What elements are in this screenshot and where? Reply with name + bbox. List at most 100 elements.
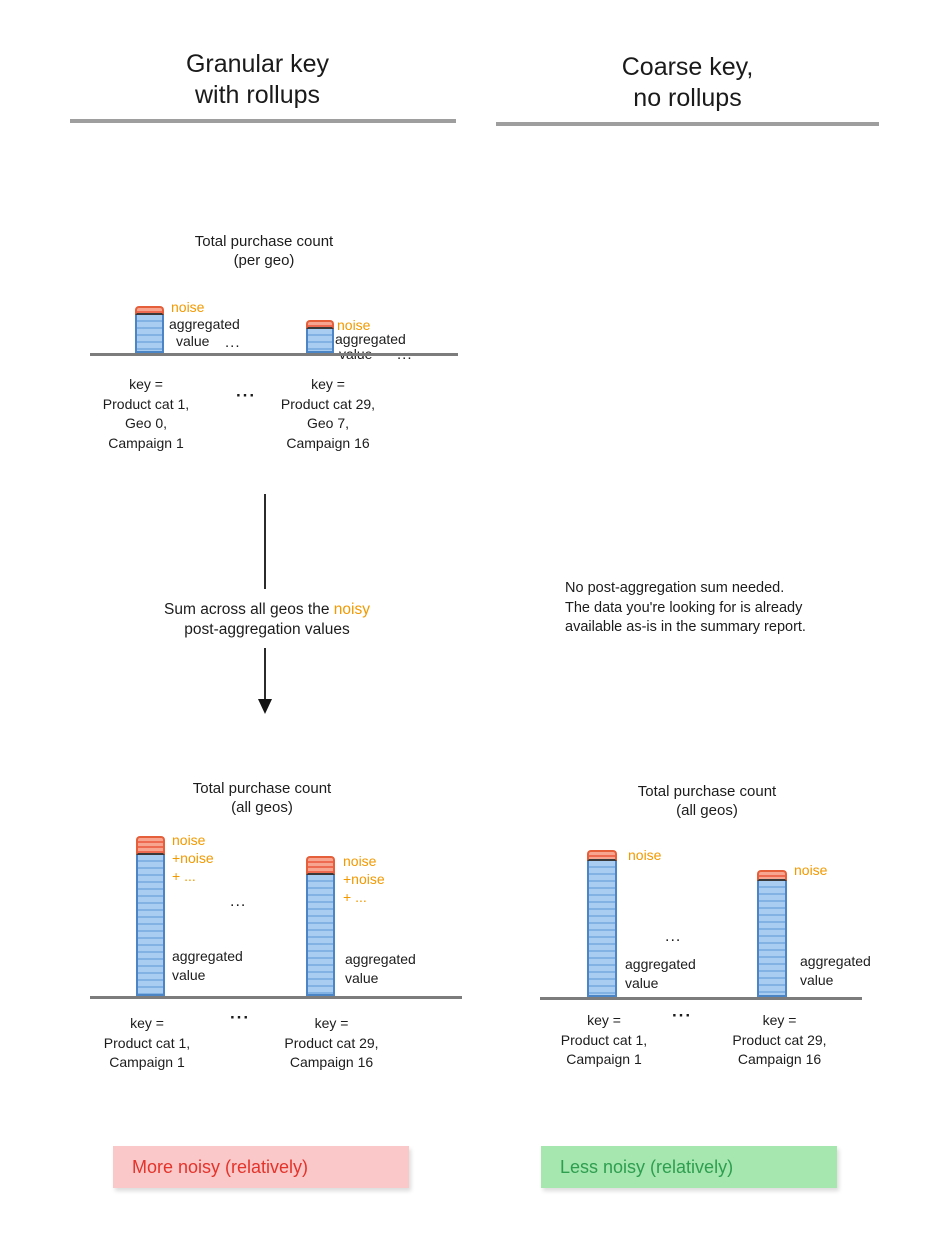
key-line: Campaign 16 xyxy=(286,434,370,451)
note-line: The data you're looking for is already xyxy=(565,599,803,616)
aggregated-label: aggregated xyxy=(169,316,240,332)
aggregated-label: aggregated xyxy=(345,951,416,967)
chart-title-line: (all geos) xyxy=(676,802,738,819)
chart-title-all-geos-left: Total purchase count (all geos) xyxy=(137,779,387,817)
axis-baseline xyxy=(90,353,458,356)
chart-title-line: (all geos) xyxy=(231,799,293,816)
key-label: key = Product cat 1, Geo 0, Campaign 1 xyxy=(66,375,226,453)
bar-all-geos-coarse-1 xyxy=(587,850,617,997)
value-label: value xyxy=(625,975,659,991)
chart-title-line: (per geo) xyxy=(233,252,295,269)
noise-label: noise xyxy=(172,832,206,848)
flow-arrow-upper-line xyxy=(264,494,266,589)
chart-title-line: Total purchase count xyxy=(194,233,334,250)
key-label: key = Product cat 29, Campaign 16 xyxy=(697,1011,862,1070)
verdict-text: More noisy (relatively) xyxy=(132,1156,309,1177)
column-header-right: Coarse key, no rollups xyxy=(550,52,825,114)
key-line: Product cat 1, xyxy=(102,395,190,412)
value-label: value xyxy=(176,333,210,349)
noise-plus-label: +noise xyxy=(343,871,385,887)
key-separator: ··· xyxy=(230,1008,250,1027)
key-line: Campaign 1 xyxy=(566,1051,642,1067)
flow-arrow-lower-line xyxy=(264,648,266,700)
key-label: key = Product cat 1, Campaign 1 xyxy=(524,1011,684,1070)
chart-title-line: Total purchase count xyxy=(637,783,777,800)
noise-segment xyxy=(306,856,335,875)
header-line: with rollups xyxy=(194,81,321,109)
key-separator: ··· xyxy=(672,1006,692,1025)
flow-label-text: Sum across all geos the xyxy=(164,601,334,618)
noise-segment xyxy=(306,320,334,329)
key-line: Campaign 16 xyxy=(289,1054,374,1070)
key-line: Campaign 1 xyxy=(108,434,184,451)
key-line: key = xyxy=(314,1015,349,1031)
key-line: key = xyxy=(587,1012,621,1028)
noise-label: noise xyxy=(794,862,828,878)
aggregated-segment xyxy=(136,855,165,996)
noise-segment xyxy=(587,850,617,861)
ellipsis: ... xyxy=(665,928,682,945)
key-line: Product cat 1, xyxy=(103,1034,191,1051)
key-separator: ··· xyxy=(236,386,256,405)
noise-plus-label: +noise xyxy=(172,850,214,866)
flow-label-noisy: noisy xyxy=(333,601,370,618)
aggregated-segment xyxy=(135,315,164,353)
key-line: key = xyxy=(129,376,163,392)
verdict-more-noisy: More noisy (relatively) xyxy=(113,1146,409,1188)
key-line: key = xyxy=(311,376,345,392)
key-line: Product cat 29, xyxy=(284,1034,379,1051)
key-line: Product cat 1, xyxy=(560,1031,648,1048)
aggregated-label: aggregated xyxy=(800,953,871,969)
noise-label: noise xyxy=(171,299,205,315)
header-line: Granular key xyxy=(185,50,330,78)
value-label: value xyxy=(800,972,834,988)
column-header-left: Granular key with rollups xyxy=(120,49,395,111)
key-line: Product cat 29, xyxy=(732,1031,827,1048)
bar-all-geos-rollup-2 xyxy=(306,856,335,996)
note-line: available as-is in the summary report. xyxy=(565,619,806,635)
noise-label: noise xyxy=(628,847,662,863)
noise-label: noise xyxy=(343,853,377,869)
key-label: key = Product cat 29, Campaign 16 xyxy=(249,1014,414,1073)
noise-label: noise xyxy=(337,317,371,333)
value-label: value xyxy=(345,970,379,986)
key-line: key = xyxy=(130,1015,164,1031)
noise-segment xyxy=(136,836,165,855)
key-line: key = xyxy=(762,1012,797,1028)
key-line: Campaign 16 xyxy=(737,1051,822,1067)
ellipsis: ... xyxy=(230,893,247,910)
key-label: key = Product cat 1, Campaign 1 xyxy=(67,1014,227,1073)
aggregated-label: aggregated xyxy=(335,331,406,347)
chart-title-per-geo: Total purchase count (per geo) xyxy=(139,232,389,270)
chart-title-line: Total purchase count xyxy=(192,780,332,797)
no-rollup-note: No post-aggregation sum needed. The data… xyxy=(565,579,806,638)
verdict-less-noisy: Less noisy (relatively) xyxy=(541,1146,837,1188)
flow-label: Sum across all geos the noisy post-aggre… xyxy=(117,600,417,640)
chart-title-all-geos-right: Total purchase count (all geos) xyxy=(582,782,832,820)
aggregated-label: aggregated xyxy=(172,948,243,964)
key-line: Geo 7, xyxy=(306,415,350,431)
aggregated-segment xyxy=(306,329,334,353)
noise-more-label: + ... xyxy=(343,889,367,905)
key-label: key = Product cat 29, Geo 7, Campaign 16 xyxy=(248,375,408,453)
noise-segment xyxy=(135,306,164,315)
header-line: no rollups xyxy=(633,84,742,112)
key-line: Product cat 29, xyxy=(280,395,376,412)
bar-all-geos-rollup-1 xyxy=(136,836,165,996)
note-line: No post-aggregation sum needed. xyxy=(565,580,785,596)
value-label: value xyxy=(172,967,206,983)
key-line: Geo 0, xyxy=(124,415,168,431)
header-rule-right xyxy=(496,122,879,126)
ellipsis: ... xyxy=(225,334,241,351)
bar-per-geo-1 xyxy=(135,306,164,353)
aggregated-label: aggregated xyxy=(625,956,696,972)
axis-baseline xyxy=(90,996,462,999)
flow-label-line1: Sum across all geos the noisy xyxy=(117,600,417,620)
noise-more-label: + ... xyxy=(172,868,196,884)
axis-baseline xyxy=(540,997,862,1000)
flow-label-line2: post-aggregation values xyxy=(184,621,350,638)
verdict-text: Less noisy (relatively) xyxy=(560,1156,734,1177)
key-line: Campaign 1 xyxy=(109,1054,185,1070)
bar-per-geo-2 xyxy=(306,320,334,353)
